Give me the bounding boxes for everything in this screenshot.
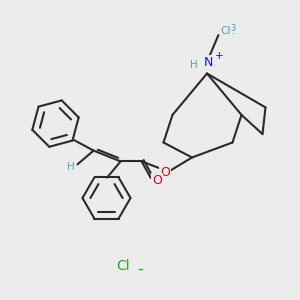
Text: +: + — [215, 51, 224, 61]
Text: H: H — [67, 162, 75, 172]
Text: 3: 3 — [230, 24, 236, 33]
Text: Cl: Cl — [116, 260, 130, 273]
Text: CH: CH — [220, 26, 235, 37]
Text: O: O — [160, 166, 170, 179]
Text: H: H — [190, 60, 197, 70]
Text: O: O — [152, 173, 162, 187]
Text: -: - — [137, 260, 143, 278]
Text: N: N — [204, 56, 213, 69]
